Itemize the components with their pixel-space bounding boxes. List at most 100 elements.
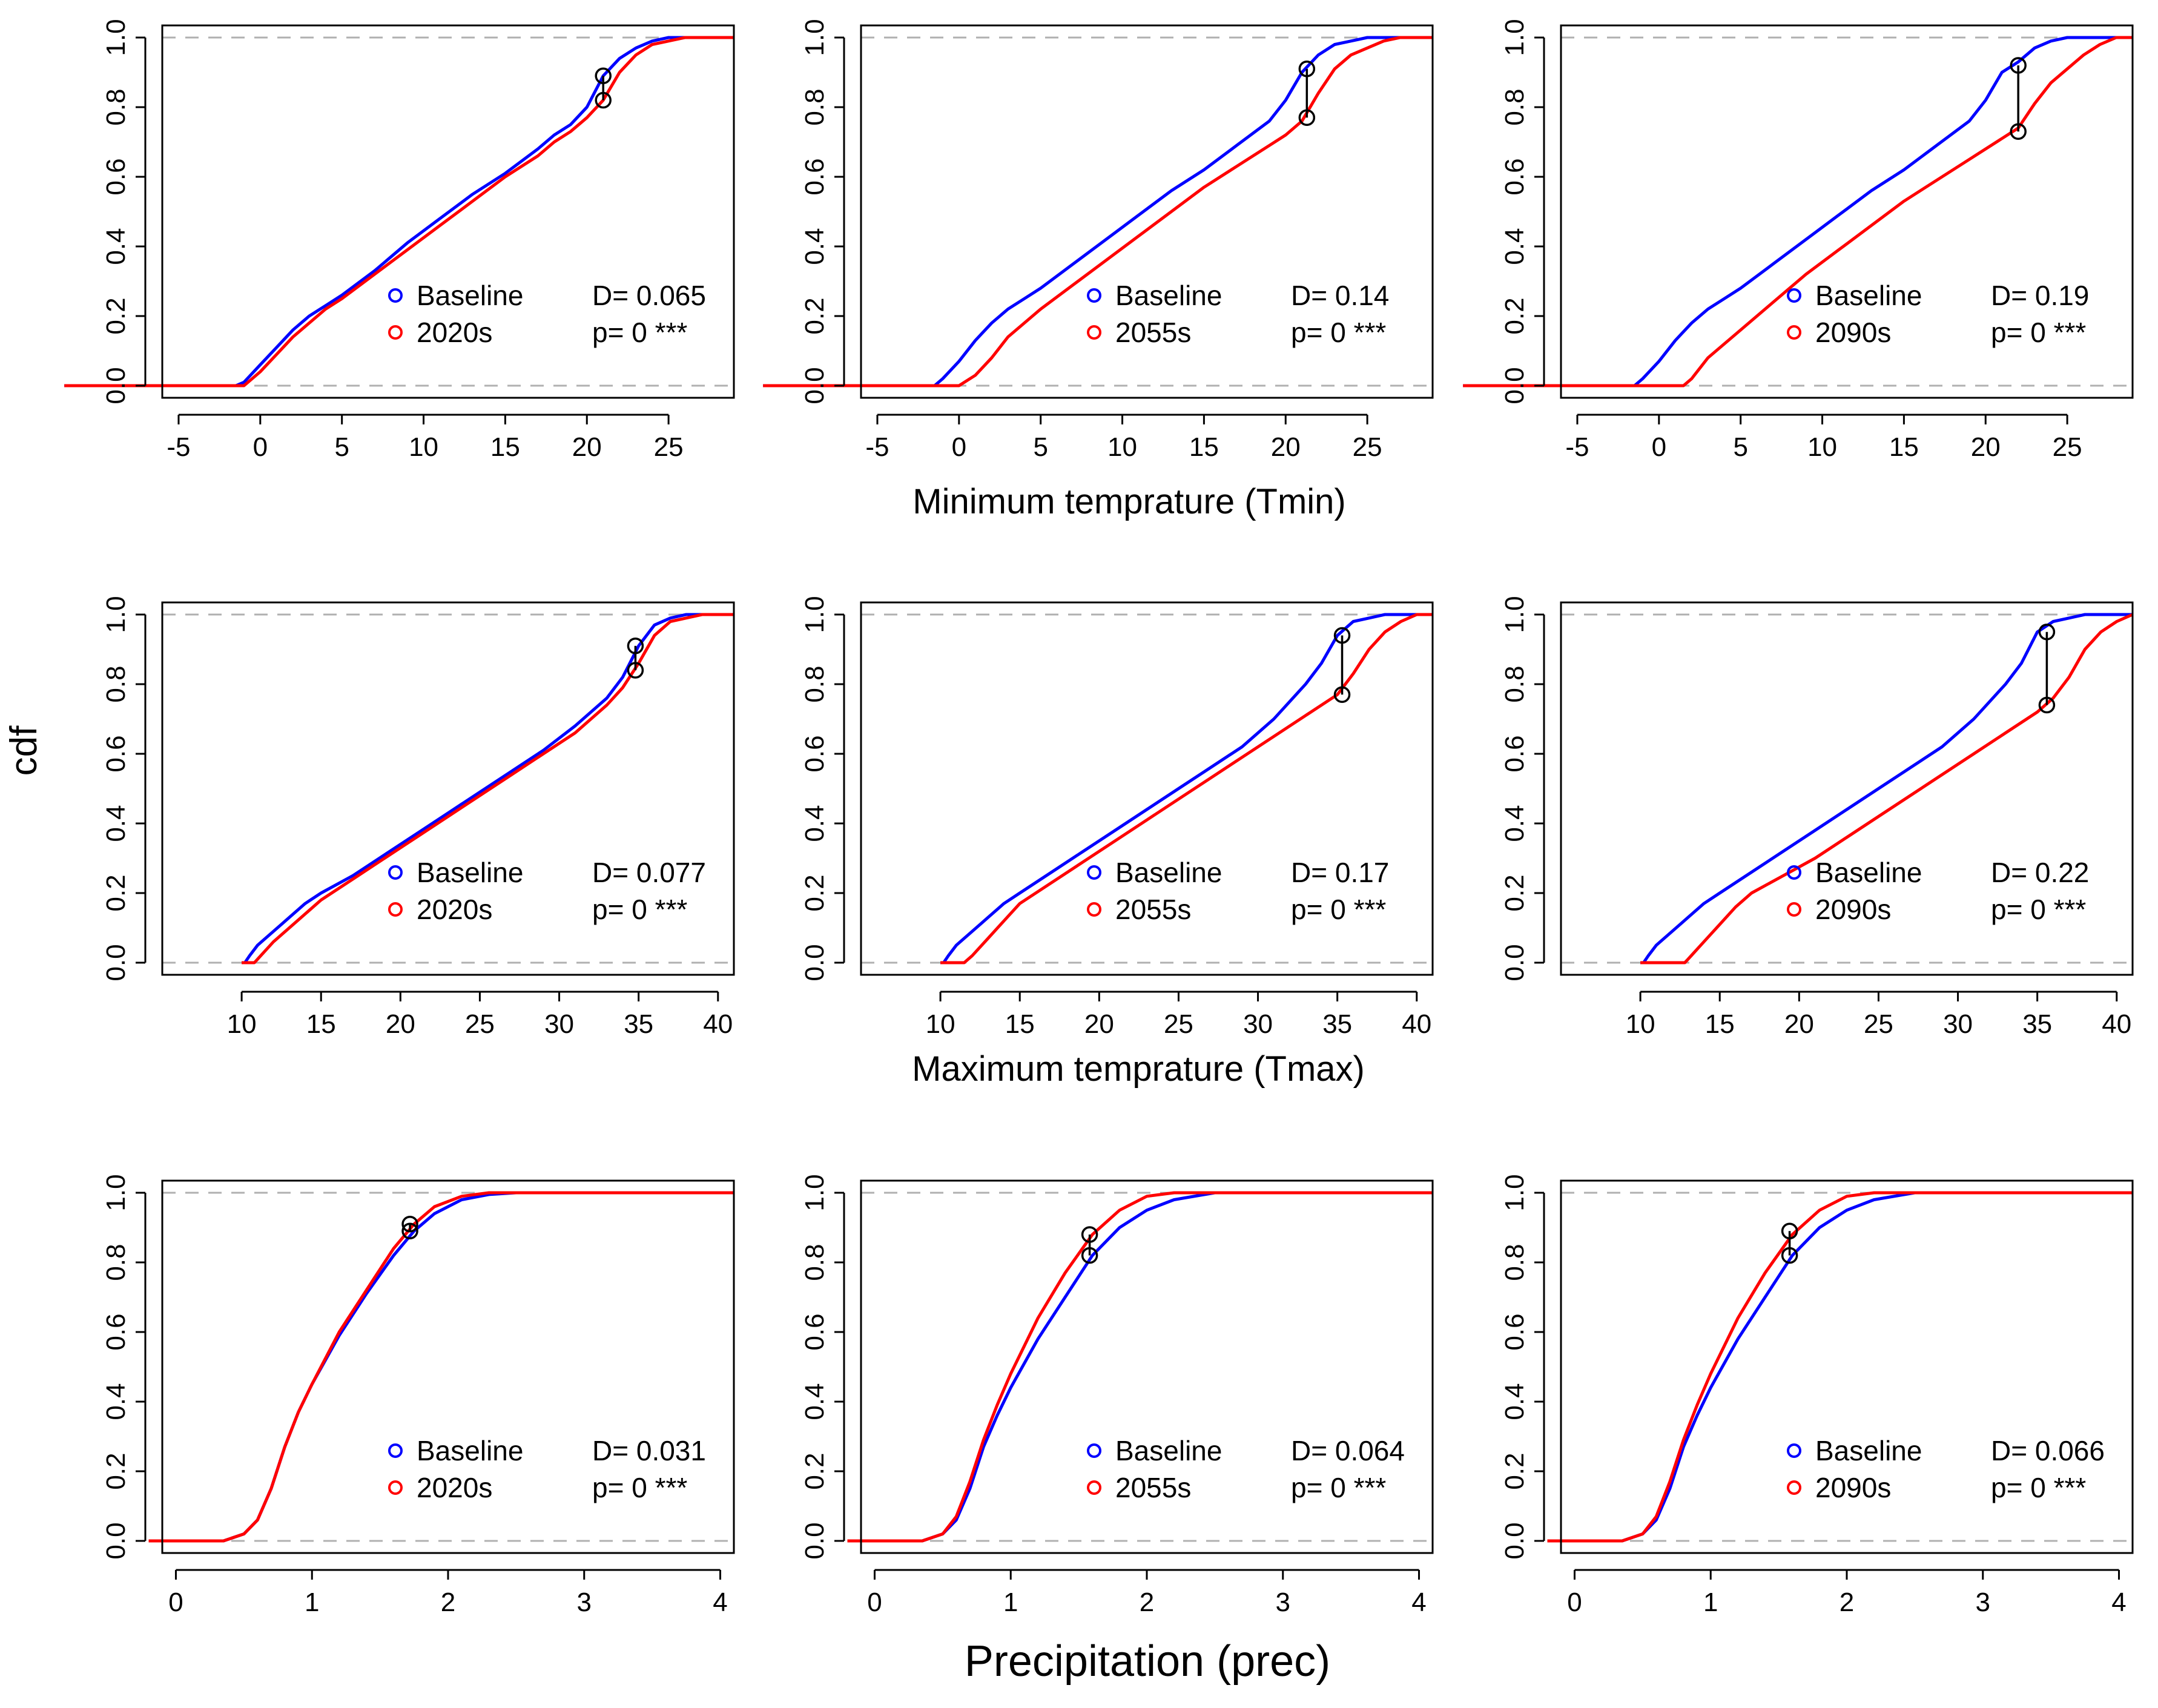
panel-0-1: -5 0 5 10 15 20 25 0.0 0.2 0.4 0.6 0.8 1.0 Baseline D=… <box>763 19 1434 462</box>
plot-frame <box>1560 24 2134 399</box>
legend-marker-future <box>1787 325 1801 340</box>
x-tick-label: 20 <box>1971 432 2001 462</box>
x-tick-label: 0 <box>168 1588 183 1617</box>
y-tick-label: 0.0 <box>101 1522 131 1559</box>
y-tick-label: 0.0 <box>1500 1522 1529 1559</box>
y-tick-label: 1.0 <box>101 596 131 633</box>
x-tick-label: 15 <box>490 432 520 462</box>
y-tick-label: 0.2 <box>800 297 830 334</box>
ks-d-statistic: D= 0.065 <box>592 280 706 311</box>
x-tick-label: 0 <box>867 1588 882 1617</box>
legend-label-future: 2055s <box>1115 317 1191 348</box>
plot-frame <box>161 601 735 976</box>
y-tick-label: 0.8 <box>101 88 131 125</box>
ks-p-value: p= 0 *** <box>1991 317 2086 348</box>
legend-marker-baseline <box>1087 865 1101 880</box>
cdf-line-future <box>847 1191 1433 1543</box>
ks-point-baseline <box>2038 624 2056 641</box>
ks-d-statistic: D= 0.064 <box>1291 1435 1405 1466</box>
ks-point-baseline <box>1298 61 1316 77</box>
x-tick-label: 25 <box>654 432 684 462</box>
y-tick-label: 0.4 <box>101 805 131 842</box>
y-tick-label: 0.0 <box>1500 944 1529 981</box>
ks-d-statistic: D= 0.14 <box>1291 280 1389 311</box>
legend: Baseline D= 0.14 2055s p= 0 *** <box>1087 280 1389 348</box>
legend-marker-future <box>388 902 403 917</box>
row-xlabel-prec: Precipitation (prec) <box>965 1637 1330 1686</box>
y-tick-label: 0.8 <box>800 1244 830 1281</box>
ks-d-statistic: D= 0.22 <box>1991 857 2089 888</box>
legend-label-future: 2055s <box>1115 1472 1191 1503</box>
plot-frame <box>1560 1179 2134 1554</box>
legend-label-future: 2020s <box>417 894 492 925</box>
x-tick-label: 1 <box>305 1588 319 1617</box>
ks-point-baseline <box>1081 1247 1098 1264</box>
y-tick-label: 0.0 <box>101 944 131 981</box>
legend-label-baseline: Baseline <box>1115 857 1222 888</box>
legend-marker-future <box>1087 902 1101 917</box>
x-tick-label: 15 <box>1005 1009 1035 1039</box>
cdf-line-baseline <box>64 36 734 387</box>
y-tick-label: 0.2 <box>1500 297 1529 334</box>
legend-marker-baseline <box>388 865 403 880</box>
figure-ylabel: cdf <box>3 725 45 776</box>
x-tick-label: 15 <box>1705 1009 1735 1039</box>
y-tick-label: 0.8 <box>800 88 830 125</box>
cdf-line-future <box>148 1191 734 1543</box>
y-tick-label: 0.8 <box>1500 1244 1529 1281</box>
ks-d-statistic: D= 0.077 <box>592 857 706 888</box>
legend: Baseline D= 0.22 2090s p= 0 *** <box>1787 857 2089 925</box>
legend-label-future: 2055s <box>1115 894 1191 925</box>
x-tick-label: 15 <box>1889 432 1919 462</box>
y-tick-label: 0.6 <box>1500 158 1529 195</box>
x-tick-label: 20 <box>572 432 602 462</box>
y-tick-label: 0.8 <box>101 665 131 702</box>
ks-point-future <box>595 91 612 109</box>
legend-marker-baseline <box>1787 1443 1801 1458</box>
legend: Baseline D= 0.066 2090s p= 0 *** <box>1787 1435 2105 1503</box>
y-tick-label: 0.0 <box>800 367 830 404</box>
ks-p-value: p= 0 *** <box>592 317 687 348</box>
cdf-line-baseline <box>763 36 1433 387</box>
legend-label-baseline: Baseline <box>1815 280 1922 311</box>
cdf-line-future <box>1547 1191 2133 1543</box>
cdf-line-future <box>940 613 1433 964</box>
legend-label-baseline: Baseline <box>1815 857 1922 888</box>
legend-marker-future <box>388 1480 403 1495</box>
x-tick-label: 0 <box>1567 1588 1582 1617</box>
panel-1-2: 10 15 20 25 30 35 40 0.0 0.2 0.4 0.6 0.8 1.0 Baseline… <box>1500 596 2134 1039</box>
legend: Baseline D= 0.031 2020s p= 0 *** <box>388 1435 706 1503</box>
x-tick-label: 0 <box>952 432 966 462</box>
ks-point-baseline <box>2010 57 2027 74</box>
panel-0-0: -5 0 5 10 15 20 25 0.0 0.2 0.4 0.6 0.8 1.0 Baseline D=… <box>64 19 735 462</box>
y-tick-label: 1.0 <box>800 596 830 633</box>
y-tick-label: 0.6 <box>101 158 131 195</box>
y-tick-label: 1.0 <box>800 19 830 56</box>
y-tick-label: 0.4 <box>1500 228 1529 265</box>
ks-point-baseline <box>595 67 612 84</box>
x-tick-label: 1 <box>1703 1588 1718 1617</box>
plot-frame <box>860 24 1434 399</box>
x-tick-label: 4 <box>713 1588 727 1617</box>
legend-label-future: 2090s <box>1815 1472 1891 1503</box>
x-tick-label: 4 <box>1411 1588 1426 1617</box>
ks-point-future <box>1081 1226 1098 1243</box>
y-tick-label: 0.4 <box>101 1383 131 1420</box>
ks-point-future <box>1298 109 1316 126</box>
y-tick-label: 1.0 <box>101 1174 131 1211</box>
x-tick-label: 30 <box>1943 1009 1973 1039</box>
legend-label-baseline: Baseline <box>417 857 523 888</box>
legend-label-future: 2020s <box>417 317 492 348</box>
y-tick-label: 0.2 <box>800 874 830 911</box>
x-tick-label: -5 <box>1565 432 1589 462</box>
x-tick-label: 35 <box>2022 1009 2052 1039</box>
legend: Baseline D= 0.064 2055s p= 0 *** <box>1087 1435 1405 1503</box>
x-tick-label: 5 <box>334 432 349 462</box>
x-tick-label: 20 <box>386 1009 415 1039</box>
cdf-line-baseline <box>1463 36 2133 387</box>
ks-point-future <box>1781 1222 1798 1239</box>
x-tick-label: 20 <box>1784 1009 1814 1039</box>
cdf-line-baseline <box>940 613 1433 964</box>
plot-frame <box>161 24 735 399</box>
legend: Baseline D= 0.17 2055s p= 0 *** <box>1087 857 1389 925</box>
